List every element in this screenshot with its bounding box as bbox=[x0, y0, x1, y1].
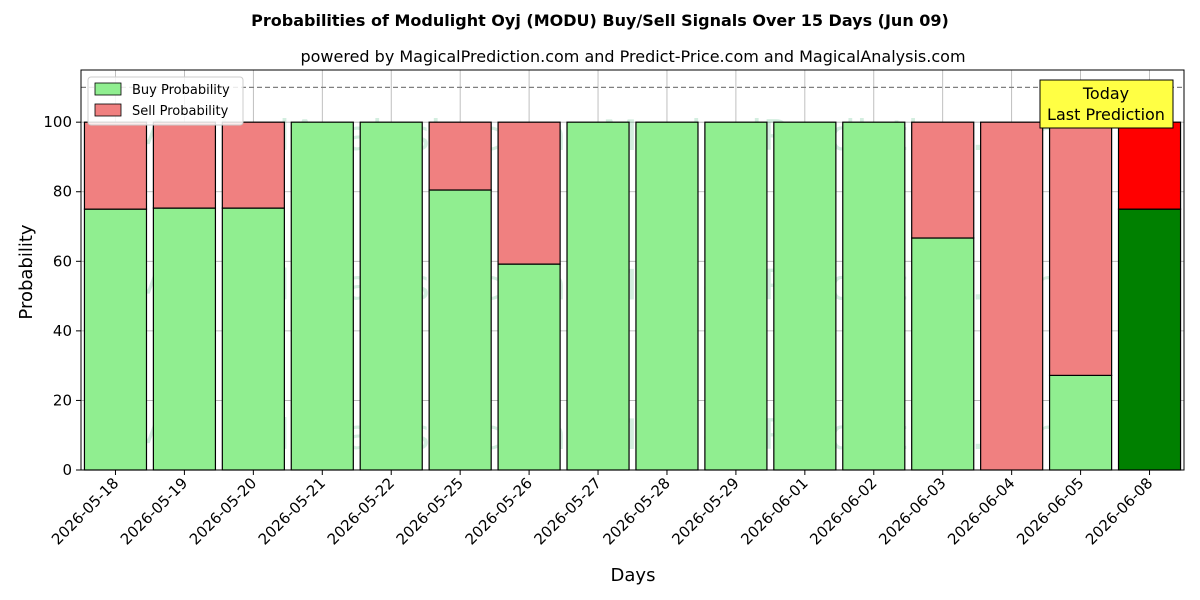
x-tick-label-2026-05-26: 2026-05-26 bbox=[462, 474, 536, 548]
today-annotation-line1: Today bbox=[1082, 84, 1129, 103]
y-tick-label-0: 0 bbox=[62, 461, 72, 479]
buy-bar-2026-06-03 bbox=[911, 237, 975, 471]
chart-title: Probabilities of Modulight Oyj (MODU) Bu… bbox=[251, 11, 949, 30]
x-tick-label-2026-06-02: 2026-06-02 bbox=[806, 474, 880, 548]
x-tick-label-2026-05-25: 2026-05-25 bbox=[393, 474, 467, 548]
buy-bar-2026-05-29 bbox=[704, 121, 768, 471]
y-tick-label-60: 60 bbox=[53, 252, 72, 270]
sell-bar-2026-05-19 bbox=[152, 121, 217, 209]
x-axis-label: Days bbox=[611, 565, 656, 586]
x-tick-label-2026-05-21: 2026-05-21 bbox=[255, 474, 329, 548]
legend-swatch-buy bbox=[94, 82, 122, 96]
bars bbox=[83, 121, 1182, 471]
buy-bar-2026-05-28 bbox=[635, 121, 699, 471]
x-tick-label-2026-06-03: 2026-06-03 bbox=[875, 474, 949, 548]
sell-bar-2026-05-25 bbox=[428, 121, 492, 191]
buy-bar-2026-06-08 bbox=[1117, 208, 1182, 471]
buy-bar-2026-06-01 bbox=[773, 121, 837, 471]
sell-bar-2026-06-04 bbox=[980, 121, 1044, 471]
x-tick-label-2026-06-04: 2026-06-04 bbox=[944, 474, 1018, 548]
buy-bar-2026-05-21 bbox=[290, 121, 354, 471]
plot-frame bbox=[80, 69, 1185, 471]
buy-bar-2026-05-26 bbox=[497, 263, 561, 471]
y-tick-label-80: 80 bbox=[53, 183, 72, 201]
x-tick-label-2026-05-27: 2026-05-27 bbox=[530, 474, 604, 548]
buy-bar-2026-06-05 bbox=[1048, 374, 1113, 471]
y-tick-label-100: 100 bbox=[43, 113, 72, 131]
x-tick-label-2026-05-29: 2026-05-29 bbox=[668, 474, 742, 548]
buy-bar-2026-05-27 bbox=[566, 121, 630, 471]
x-tick-label-2026-05-20: 2026-05-20 bbox=[186, 474, 260, 548]
x-tick-label-2026-05-22: 2026-05-22 bbox=[324, 474, 398, 548]
legend-label-sell: Sell Probability bbox=[132, 104, 229, 119]
legend-swatch-sell bbox=[94, 103, 122, 117]
buy-bar-2026-05-22 bbox=[359, 121, 423, 471]
buy-bar-2026-05-18 bbox=[83, 208, 148, 471]
buy-bar-2026-05-19 bbox=[152, 207, 217, 471]
legend: Buy Probability Sell Probability bbox=[87, 76, 244, 126]
x-ticks: 2026-05-182026-05-192026-05-202026-05-21… bbox=[48, 470, 1156, 548]
x-tick-label-2026-05-19: 2026-05-19 bbox=[117, 474, 191, 548]
y-tick-label-40: 40 bbox=[53, 322, 72, 340]
today-annotation-box bbox=[1039, 79, 1174, 129]
buy-bar-2026-06-02 bbox=[842, 121, 906, 471]
x-tick-label-2026-06-05: 2026-06-05 bbox=[1013, 474, 1087, 548]
chart-subtitle: powered by MagicalPrediction.com and Pre… bbox=[300, 47, 965, 66]
y-axis-label: Probability bbox=[16, 224, 37, 319]
sell-bar-2026-06-03 bbox=[911, 121, 975, 239]
x-tick-label-2026-05-18: 2026-05-18 bbox=[48, 474, 122, 548]
y-ticks: 0 20 40 60 80 100 bbox=[43, 113, 81, 479]
y-tick-label-20: 20 bbox=[53, 391, 72, 409]
today-annotation: Today Last Prediction bbox=[1039, 79, 1174, 129]
sell-bar-2026-05-26 bbox=[497, 121, 561, 265]
sell-bar-2026-06-05 bbox=[1048, 121, 1113, 376]
x-tick-label-2026-05-28: 2026-05-28 bbox=[599, 474, 673, 548]
sell-bar-2026-05-20 bbox=[221, 121, 285, 209]
legend-label-buy: Buy Probability bbox=[132, 83, 230, 98]
buy-bar-2026-05-25 bbox=[428, 189, 492, 471]
today-annotation-line2: Last Prediction bbox=[1047, 105, 1165, 124]
legend-box bbox=[87, 76, 244, 126]
x-tick-label-2026-06-01: 2026-06-01 bbox=[737, 474, 811, 548]
sell-bar-2026-06-08 bbox=[1117, 121, 1182, 210]
x-tick-label-2026-06-08: 2026-06-08 bbox=[1082, 474, 1156, 548]
buy-bar-2026-05-20 bbox=[221, 207, 285, 471]
sell-bar-2026-05-18 bbox=[83, 121, 148, 210]
